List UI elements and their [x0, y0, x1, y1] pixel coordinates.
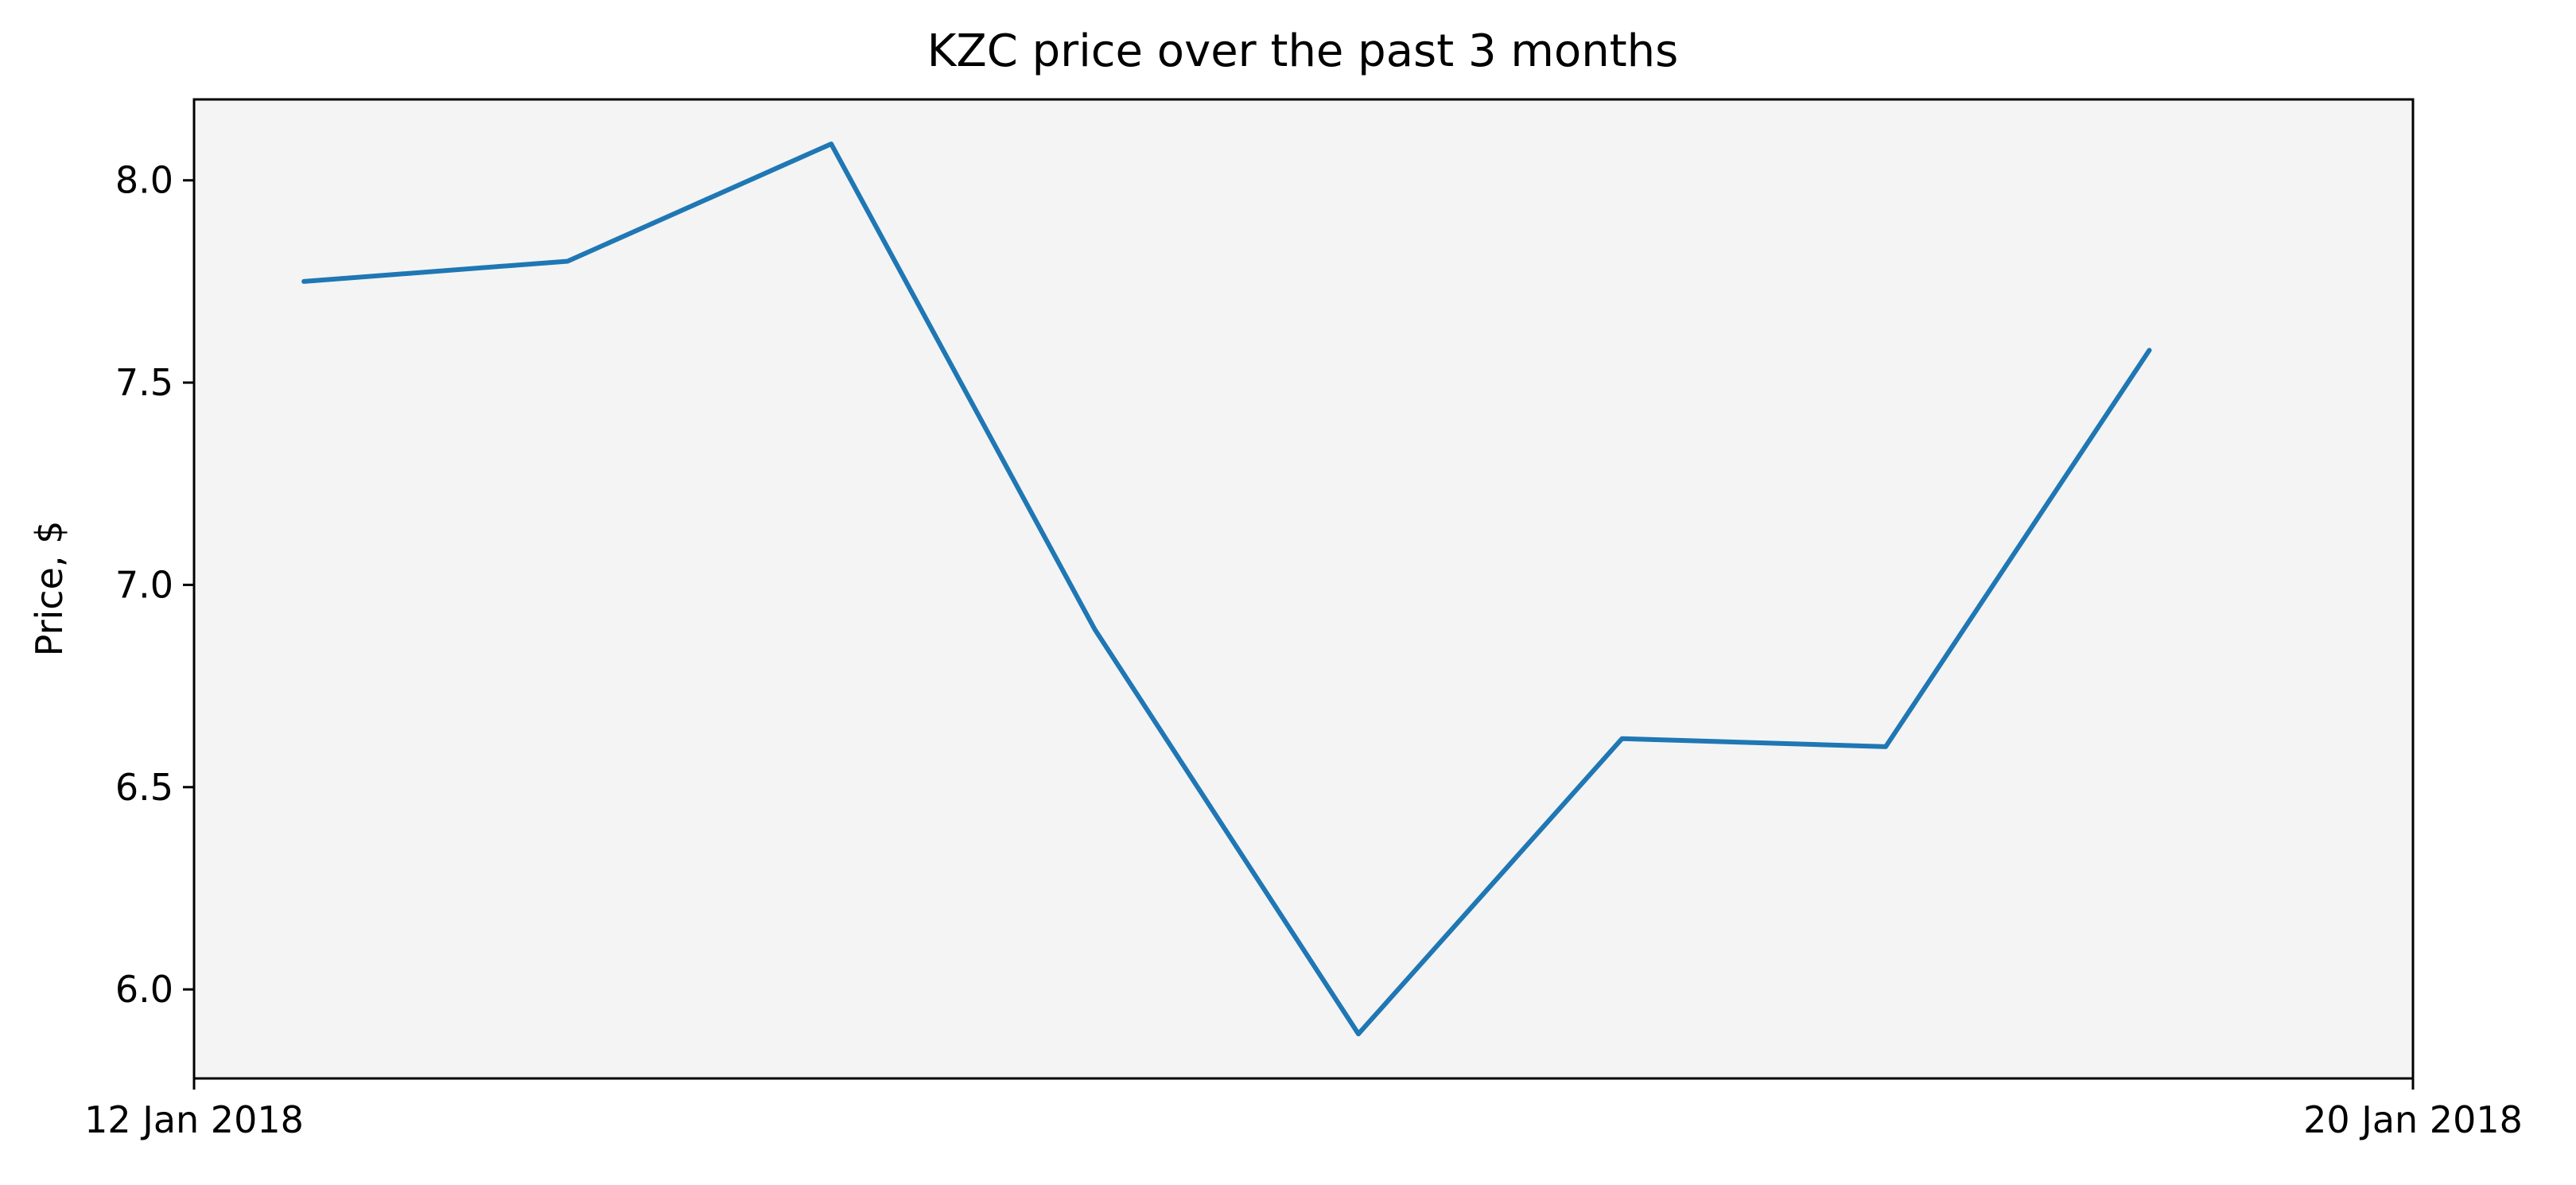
y-tick-label: 7.0: [115, 563, 173, 606]
data-point: [303, 281, 305, 282]
x-axis: 12 Jan 2018 20 Jan 2018: [84, 1078, 2523, 1141]
data-point: [567, 260, 569, 262]
plot-area: [194, 99, 2413, 1078]
y-tick-label: 6.5: [115, 766, 173, 809]
plot-frame: [192, 98, 2415, 1080]
y-tick-label: 6.0: [115, 968, 173, 1011]
y-axis: 6.0 6.5 7.0 7.5 8.0: [115, 159, 194, 1011]
chart-title-group: KZC price over the past 3 months: [927, 25, 1679, 77]
y-tick-label: 8.0: [115, 159, 173, 202]
x-tick-label: 12 Jan 2018: [84, 1098, 304, 1141]
data-point: [830, 143, 832, 145]
data-point: [1094, 628, 1096, 630]
data-point: [2149, 349, 2151, 351]
x-tick-label: 20 Jan 2018: [2303, 1098, 2523, 1141]
price-line: [301, 141, 2152, 1037]
y-tick-label: 7.5: [115, 361, 173, 404]
y-axis-label: Price, $: [28, 521, 71, 657]
data-point: [1358, 1033, 1359, 1035]
chart-title: KZC price over the past 3 months: [927, 25, 1679, 77]
series-layer: [301, 141, 2152, 1037]
